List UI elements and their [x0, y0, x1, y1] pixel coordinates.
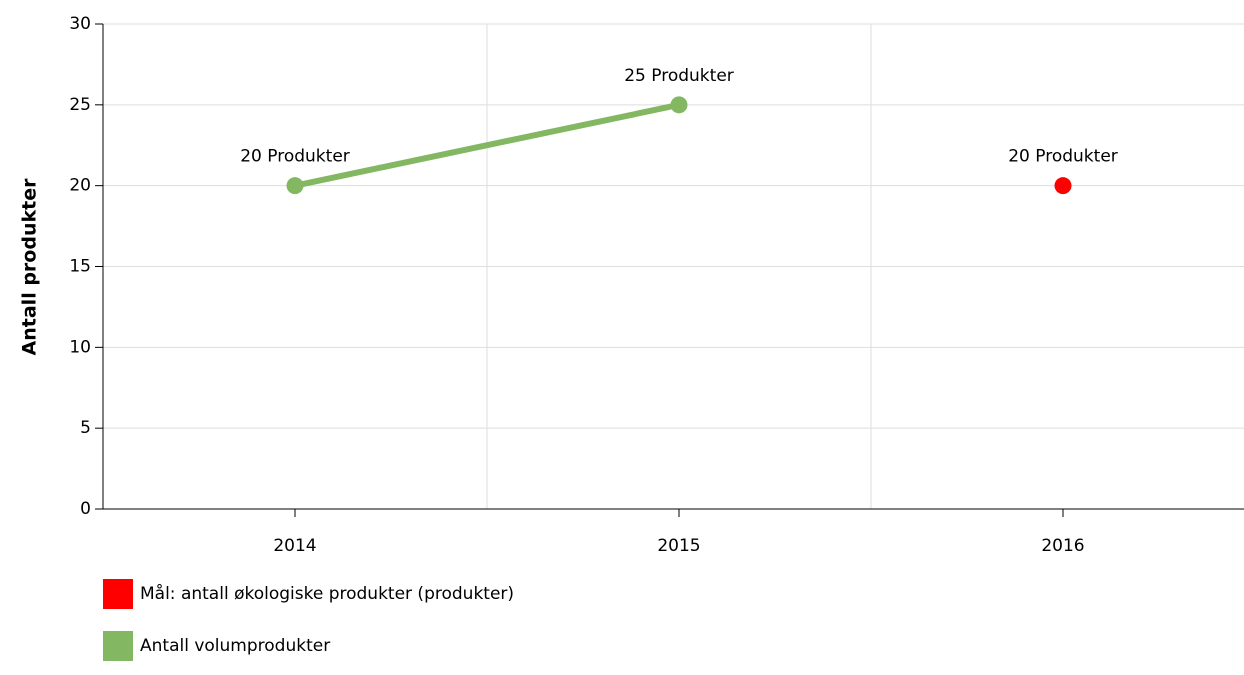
x-tick-label: 2016	[1041, 536, 1084, 556]
y-tick-label: 10	[69, 337, 91, 357]
y-tick-label: 0	[80, 499, 91, 519]
x-tick-label: 2015	[657, 536, 700, 556]
x-tick-label: 2014	[273, 536, 316, 556]
legend-swatch	[103, 579, 133, 609]
data-label: 20 Produkter	[1008, 147, 1118, 167]
y-tick-label: 25	[69, 95, 91, 115]
legend-swatch	[103, 631, 133, 661]
data-label: 25 Produkter	[624, 66, 734, 86]
y-axis-label: Antall produkter	[19, 178, 41, 356]
y-tick-label: 15	[69, 257, 91, 277]
y-tick-label: 30	[69, 14, 91, 34]
data-point	[670, 96, 688, 114]
legend-label: Mål: antall økologiske produkter (produk…	[140, 583, 514, 604]
series-line	[294, 101, 680, 189]
data-point	[286, 177, 304, 195]
data-label: 20 Produkter	[240, 147, 350, 167]
y-tick-label: 20	[69, 176, 91, 196]
legend-label: Antall volumprodukter	[140, 636, 330, 656]
y-tick-label: 5	[80, 418, 91, 438]
data-point	[1054, 177, 1072, 195]
